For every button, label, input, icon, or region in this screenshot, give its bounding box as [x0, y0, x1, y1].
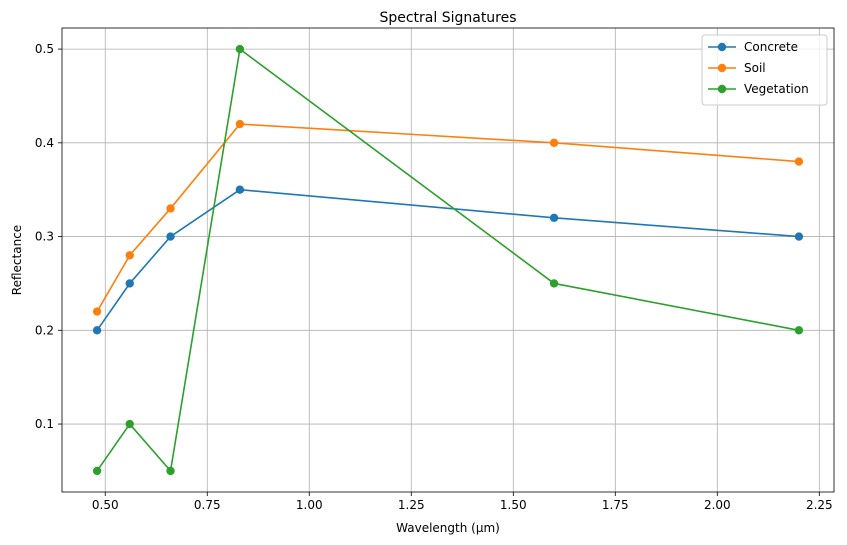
data-point-soil: [125, 251, 134, 260]
data-point-vegetation: [166, 466, 175, 476]
x-tick-label: 2.25: [806, 498, 833, 512]
x-tick-label: 1.50: [500, 498, 527, 512]
y-tick-label: 0.1: [35, 417, 54, 431]
data-point-concrete: [125, 279, 134, 288]
y-tick-label: 0.4: [35, 136, 54, 150]
y-axis-ticks: 0.1 0.2 0.3 0.4 0.5: [35, 42, 62, 431]
x-axis-ticks: 0.50 0.75 1.00 1.25 1.50 1.75 2.00 2.25: [92, 492, 833, 512]
y-axis-label: Reflectance: [10, 225, 24, 295]
legend-box: [701, 34, 828, 106]
legend-item-soil: Soil: [708, 61, 766, 75]
legend-label: Concrete: [744, 40, 798, 54]
data-point-soil: [166, 204, 175, 213]
chart-title: Spectral Signatures: [379, 10, 516, 26]
data-point-vegetation: [794, 326, 804, 335]
series-line-soil: [96, 123, 799, 312]
x-tick-label: 0.50: [92, 498, 119, 512]
legend: Concrete Soil Vegetation: [701, 34, 828, 106]
plot-frame: [61, 27, 835, 493]
legend-swatch-marker: [717, 63, 727, 73]
x-tick-label: 1.25: [398, 498, 425, 512]
data-point-concrete: [549, 213, 559, 223]
data-point-soil: [235, 119, 245, 129]
series-concrete: [92, 185, 804, 335]
data-point-vegetation: [549, 279, 559, 288]
legend-item-concrete: Concrete: [708, 40, 798, 54]
x-tick-label: 1.00: [296, 498, 323, 512]
x-tick-label: 1.75: [602, 498, 629, 512]
data-point-vegetation: [92, 466, 102, 476]
series-line-concrete: [96, 188, 799, 331]
legend-item-vegetation: Vegetation: [708, 82, 809, 96]
x-tick-label: 0.75: [194, 498, 221, 512]
x-tick-label: 2.00: [704, 498, 731, 512]
legend-swatch-marker: [717, 84, 727, 94]
data-point-concrete: [794, 232, 804, 241]
data-point-soil: [794, 157, 804, 166]
series-soil: [92, 119, 804, 316]
series-line-vegetation: [96, 48, 800, 472]
data-point-concrete: [235, 185, 245, 194]
legend-label: Soil: [744, 61, 766, 75]
data-point-vegetation: [125, 419, 134, 429]
legend-swatch-marker: [717, 42, 727, 52]
y-tick-label: 0.5: [35, 42, 54, 56]
data-point-soil: [549, 138, 559, 148]
series-vegetation: [92, 44, 804, 476]
y-tick-label: 0.3: [35, 230, 54, 244]
y-tick-label: 0.2: [35, 323, 54, 337]
data-point-concrete: [92, 326, 102, 335]
legend-label: Vegetation: [744, 82, 809, 96]
data-point-vegetation: [235, 44, 245, 54]
data-point-soil: [92, 307, 102, 316]
series-layer: [92, 44, 804, 476]
x-axis-label: Wavelength (µm): [396, 521, 500, 535]
data-point-concrete: [166, 232, 175, 241]
